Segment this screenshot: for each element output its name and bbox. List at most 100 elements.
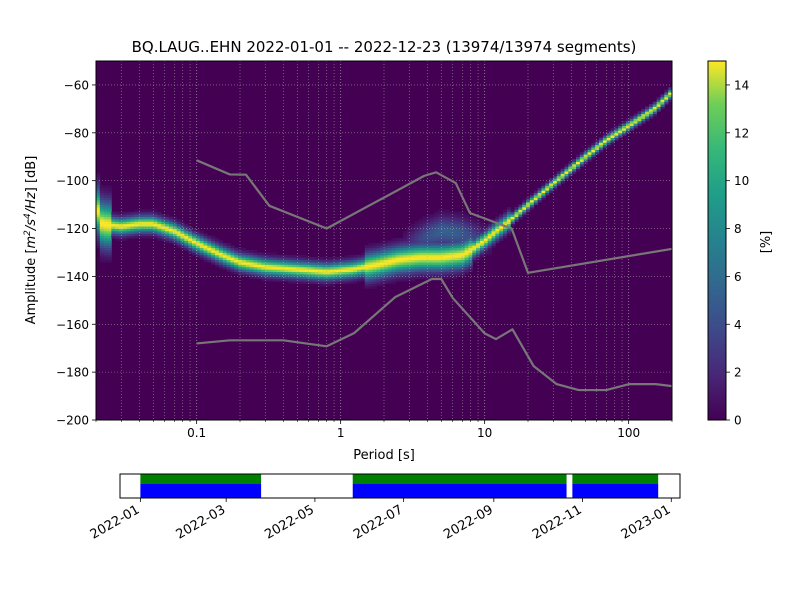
heatmap-cell xyxy=(668,89,672,93)
heatmap-cell xyxy=(376,281,381,284)
heatmap-cell xyxy=(453,276,458,280)
heatmap-cell xyxy=(456,211,462,215)
heatmap-cell xyxy=(238,247,243,251)
heatmap-cell xyxy=(257,276,262,280)
heatmap-cell xyxy=(480,240,485,244)
heatmap-cell xyxy=(541,187,546,191)
heatmap-cell xyxy=(487,230,492,234)
heatmap-cell xyxy=(387,259,393,263)
heatmap-cell xyxy=(564,175,569,179)
heatmap-cell xyxy=(506,228,512,232)
heatmap-cell xyxy=(207,242,212,246)
heatmap-cell xyxy=(410,254,416,258)
heatmap-cell xyxy=(468,250,473,253)
heatmap-cell xyxy=(407,235,412,239)
heatmap-cell xyxy=(115,218,120,222)
heatmap-cell xyxy=(222,257,227,261)
heatmap-cell xyxy=(453,233,458,237)
heatmap-cell xyxy=(533,202,538,205)
heatmap-cell xyxy=(103,250,108,253)
heatmap-cell xyxy=(103,223,108,227)
heatmap-cell xyxy=(464,269,469,273)
heatmap-cell xyxy=(161,228,166,232)
heatmap-cell xyxy=(456,274,462,277)
heatmap-cell xyxy=(414,242,419,246)
heatmap-cell xyxy=(472,226,477,229)
heatmap-cell xyxy=(161,223,166,227)
timeline-tick-label: 2022-09 xyxy=(441,502,496,542)
heatmap-cell xyxy=(107,211,112,215)
heatmap-cell xyxy=(349,276,354,280)
heatmap-cell xyxy=(103,187,108,191)
heatmap-cell xyxy=(422,271,427,275)
heatmap-cell xyxy=(602,132,608,136)
heatmap-cell xyxy=(472,242,477,246)
heatmap-cell xyxy=(119,221,124,225)
heatmap-cell xyxy=(583,151,588,155)
heatmap-cell xyxy=(330,257,335,261)
heatmap-cell xyxy=(472,235,477,239)
heatmap-cell xyxy=(441,276,446,280)
heatmap-cell xyxy=(226,252,231,256)
heatmap-cell xyxy=(161,235,166,239)
heatmap-cell xyxy=(418,226,423,229)
heatmap-cell xyxy=(234,269,239,273)
heatmap-cell xyxy=(403,254,408,258)
heatmap-cell xyxy=(441,233,446,237)
heatmap-cell xyxy=(384,247,389,251)
heatmap-cell xyxy=(433,216,439,220)
heatmap-cell xyxy=(122,233,128,237)
heatmap-cell xyxy=(445,218,450,222)
heatmap-cell xyxy=(272,274,277,277)
heatmap-cell xyxy=(456,240,462,244)
heatmap-cell xyxy=(99,245,105,249)
heatmap-cell xyxy=(245,274,250,277)
heatmap-cell xyxy=(529,192,535,196)
heatmap-cell xyxy=(464,214,469,217)
heatmap-cell xyxy=(414,233,419,237)
heatmap-cell xyxy=(410,245,416,249)
heatmap-cell xyxy=(433,252,439,256)
heatmap-cell xyxy=(96,173,101,177)
heatmap-cell xyxy=(552,187,558,191)
heatmap-cell xyxy=(207,240,212,244)
heatmap-cell xyxy=(576,159,581,162)
heatmap-cell xyxy=(468,259,473,263)
heatmap-cell xyxy=(103,242,108,246)
heatmap-cell xyxy=(449,240,454,244)
heatmap-cell xyxy=(529,197,535,201)
heatmap-cell xyxy=(149,223,154,227)
heatmap-cell xyxy=(364,247,370,251)
heatmap-cell xyxy=(115,238,120,241)
heatmap-cell xyxy=(372,276,377,280)
heatmap-cell xyxy=(330,271,335,275)
heatmap-cell xyxy=(103,199,108,203)
heatmap-cell xyxy=(499,218,504,222)
heatmap-cell xyxy=(537,192,542,196)
heatmap-cell xyxy=(299,259,304,263)
heatmap-cell xyxy=(172,240,178,244)
heatmap-cell xyxy=(410,276,416,280)
heatmap-cell xyxy=(418,271,423,275)
heatmap-cell xyxy=(215,250,220,253)
heatmap-cell xyxy=(264,266,270,270)
heatmap-cell xyxy=(572,168,577,172)
heatmap-cell xyxy=(418,250,423,253)
heatmap-cell xyxy=(433,218,439,222)
heatmap-cell xyxy=(418,242,423,246)
heatmap-cell xyxy=(334,276,339,280)
heatmap-cell xyxy=(430,221,435,225)
heatmap-cell xyxy=(410,269,416,273)
heatmap-cell xyxy=(430,235,435,239)
heatmap-cell xyxy=(395,254,400,258)
heatmap-cell xyxy=(437,226,442,229)
heatmap-cell xyxy=(403,233,408,237)
heatmap-cell xyxy=(449,252,454,256)
heatmap-cell xyxy=(157,223,162,227)
heatmap-cell xyxy=(426,262,431,265)
heatmap-cell xyxy=(241,259,247,263)
heatmap-cell xyxy=(115,235,120,239)
heatmap-cell xyxy=(380,266,385,270)
heatmap-cell xyxy=(280,264,285,268)
